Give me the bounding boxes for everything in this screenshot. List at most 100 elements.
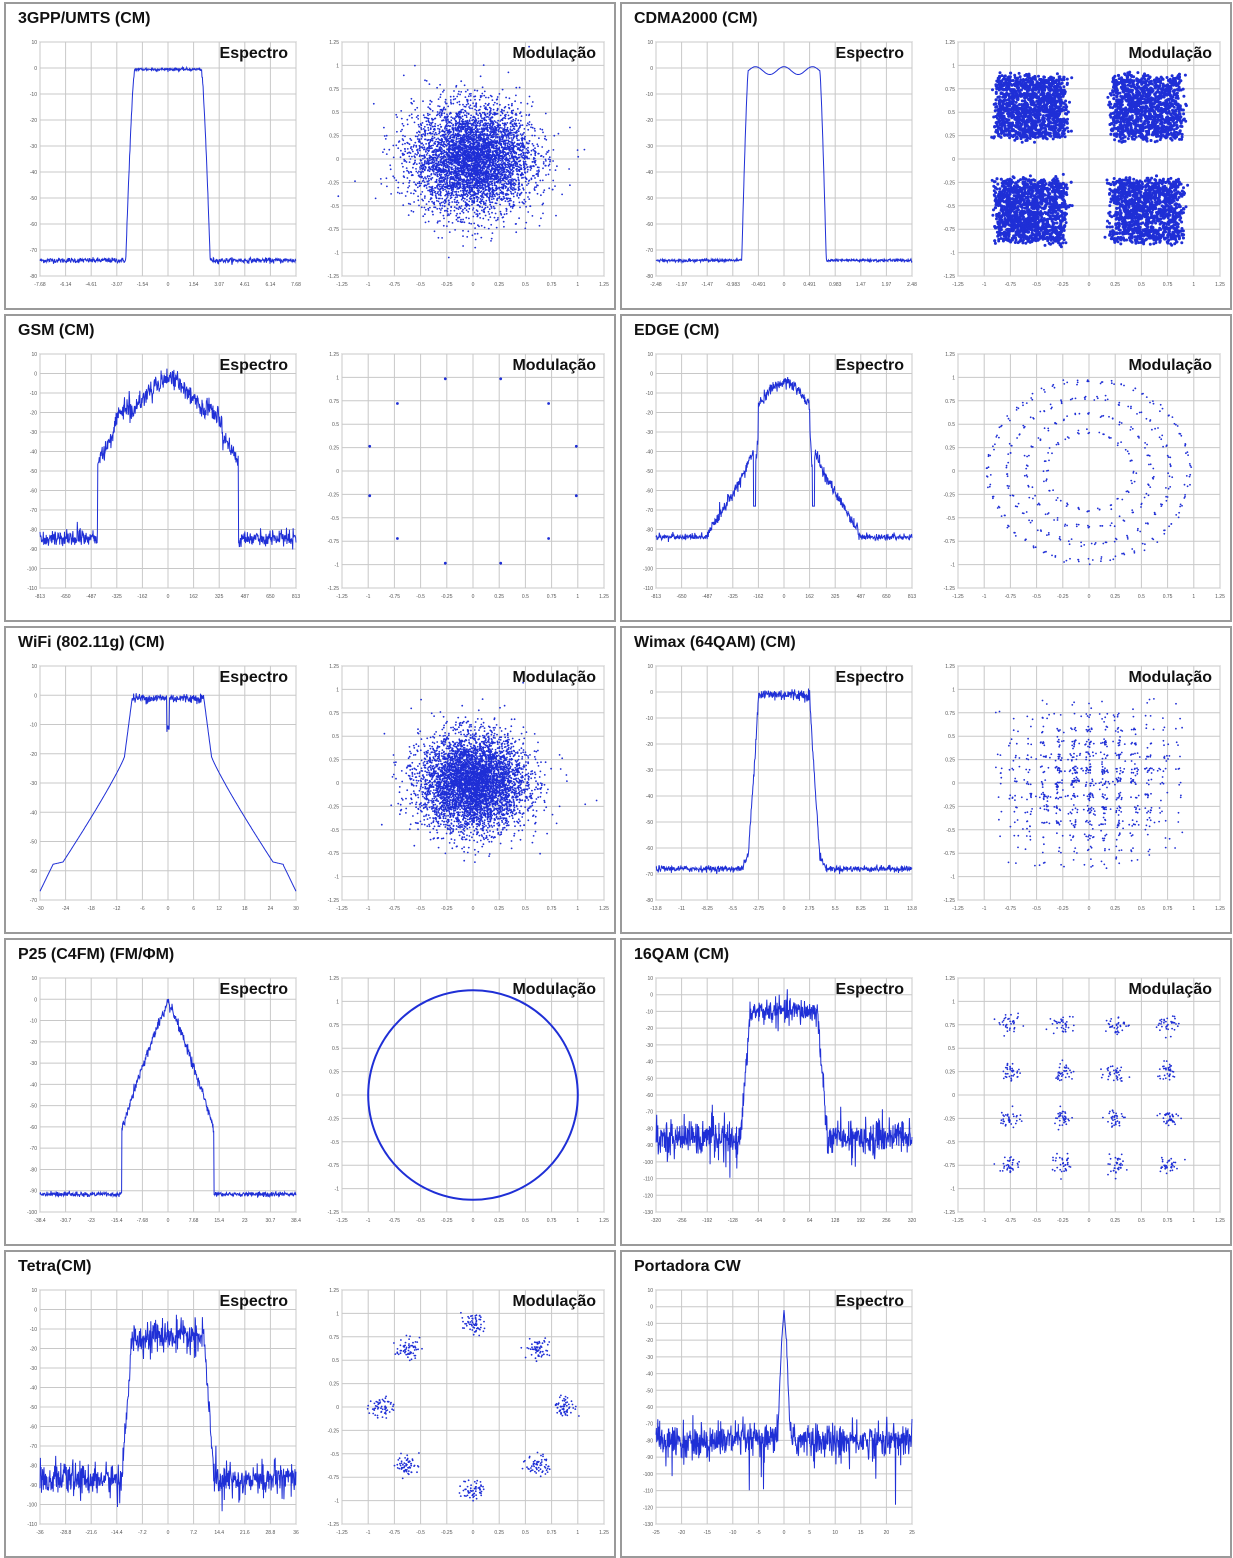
spectrum-label: Espectro (220, 45, 289, 62)
x-tick-label: 15 (858, 1530, 864, 1536)
x-tick-label: 0.491 (803, 282, 816, 288)
spectrum-label: Espectro (836, 45, 905, 62)
panel-title: Portadora CW (634, 1258, 741, 1276)
x-tick-label: 0.25 (1110, 906, 1120, 912)
x-tick-label: -6.14 (60, 282, 72, 288)
y-tick-label: 1 (336, 999, 339, 1005)
y-tick-label: 0 (650, 372, 653, 378)
y-tick-label: -60 (646, 489, 653, 495)
x-tick-label: 0.75 (1163, 594, 1173, 600)
y-tick-label: -0.25 (328, 1428, 340, 1434)
y-tick-label: 10 (647, 40, 653, 46)
x-tick-label: -1 (366, 906, 371, 912)
y-tick-label: 0 (336, 1405, 339, 1411)
modulation-label: Modulação (512, 981, 596, 998)
x-tick-label: -0.5 (416, 1218, 425, 1224)
x-tick-label: -1 (366, 594, 371, 600)
y-tick-label: -90 (646, 547, 653, 553)
panel-title: EDGE (CM) (634, 322, 719, 340)
y-tick-label: 0.5 (948, 110, 955, 116)
y-tick-label: -30 (646, 144, 653, 150)
x-tick-label: 1.97 (882, 282, 892, 288)
x-tick-label: -28.8 (60, 1530, 72, 1536)
x-tick-label: 0 (472, 906, 475, 912)
y-tick-label: 0.25 (329, 1382, 339, 1388)
x-tick-label: 1 (576, 282, 579, 288)
x-tick-label: 18 (242, 906, 248, 912)
y-tick-label: -0.5 (330, 1140, 339, 1146)
x-tick-label: 1.25 (1215, 1218, 1225, 1224)
y-tick-label: -0.25 (328, 1116, 340, 1122)
x-tick-label: -1.25 (336, 594, 348, 600)
y-tick-label: 1.25 (329, 1288, 339, 1294)
y-tick-label: 0 (336, 469, 339, 475)
x-tick-label: 256 (882, 1218, 891, 1224)
y-tick-label: -0.75 (328, 1475, 340, 1481)
y-tick-label: -10 (30, 1327, 37, 1333)
y-tick-label: -30 (646, 768, 653, 774)
y-tick-label: 0.25 (329, 1070, 339, 1076)
y-tick-label: -10 (646, 1321, 653, 1327)
spectrum-label: Espectro (836, 669, 905, 686)
x-tick-label: -813 (35, 594, 45, 600)
y-tick-label: -40 (646, 1060, 653, 1066)
y-tick-label: -70 (30, 1444, 37, 1450)
y-tick-label: -80 (646, 274, 653, 280)
x-tick-label: 0 (783, 906, 786, 912)
x-tick-label: -1 (982, 282, 987, 288)
y-tick-label: 0.75 (945, 87, 955, 93)
x-tick-label: -1 (982, 1218, 987, 1224)
y-tick-label: 0.5 (332, 1046, 339, 1052)
y-tick-label: -80 (646, 1126, 653, 1132)
x-tick-label: 1.25 (599, 906, 609, 912)
x-tick-label: 1.54 (189, 282, 199, 288)
x-tick-label: 0 (1088, 1218, 1091, 1224)
y-tick-label: -130 (643, 1522, 653, 1528)
x-tick-label: -30.7 (60, 1218, 72, 1224)
x-tick-label: 0.25 (494, 1530, 504, 1536)
x-tick-label: 325 (215, 594, 224, 600)
x-tick-label: 128 (831, 1218, 840, 1224)
x-tick-label: -7.2 (138, 1530, 147, 1536)
x-tick-label: 0.25 (494, 1218, 504, 1224)
y-tick-label: -40 (646, 1372, 653, 1378)
y-tick-label: -90 (30, 1483, 37, 1489)
x-tick-label: -0.75 (389, 594, 401, 600)
x-tick-label: -30 (36, 906, 43, 912)
signal-panel: Wimax (64QAM) (CM)-13.8-11-8.25-5.5-2.75… (620, 626, 1232, 934)
y-tick-label: -0.5 (946, 516, 955, 522)
signal-panel: P25 (C4FM) (FM/ΦM)-38.4-30.7-23-15.4-7.6… (4, 938, 616, 1246)
y-tick-label: -40 (30, 810, 37, 816)
x-tick-label: 30 (293, 906, 299, 912)
y-tick-label: -0.75 (328, 539, 340, 545)
y-tick-label: -70 (646, 248, 653, 254)
y-tick-label: -0.25 (944, 180, 956, 186)
x-tick-label: 2.48 (907, 282, 917, 288)
x-tick-label: 0 (167, 1218, 170, 1224)
x-tick-label: -1 (982, 906, 987, 912)
x-tick-label: 0.25 (1110, 1218, 1120, 1224)
x-tick-label: -1.25 (952, 282, 964, 288)
y-tick-label: -50 (30, 196, 37, 202)
panel-title: WiFi (802.11g) (CM) (18, 634, 165, 652)
y-tick-label: 0.75 (329, 399, 339, 405)
x-tick-label: -0.5 (1032, 906, 1041, 912)
y-tick-label: 0.75 (329, 1335, 339, 1341)
x-tick-label: 0.5 (522, 282, 529, 288)
panel-title: CDMA2000 (CM) (634, 10, 758, 28)
y-tick-label: -0.25 (944, 1116, 956, 1122)
y-tick-label: -1.25 (944, 898, 956, 904)
y-tick-label: -0.25 (944, 492, 956, 498)
y-tick-label: -1.25 (328, 898, 340, 904)
y-tick-label: 0.75 (329, 711, 339, 717)
x-tick-label: 0 (1088, 906, 1091, 912)
y-tick-label: -1 (951, 563, 956, 569)
y-tick-label: 0.75 (945, 399, 955, 405)
